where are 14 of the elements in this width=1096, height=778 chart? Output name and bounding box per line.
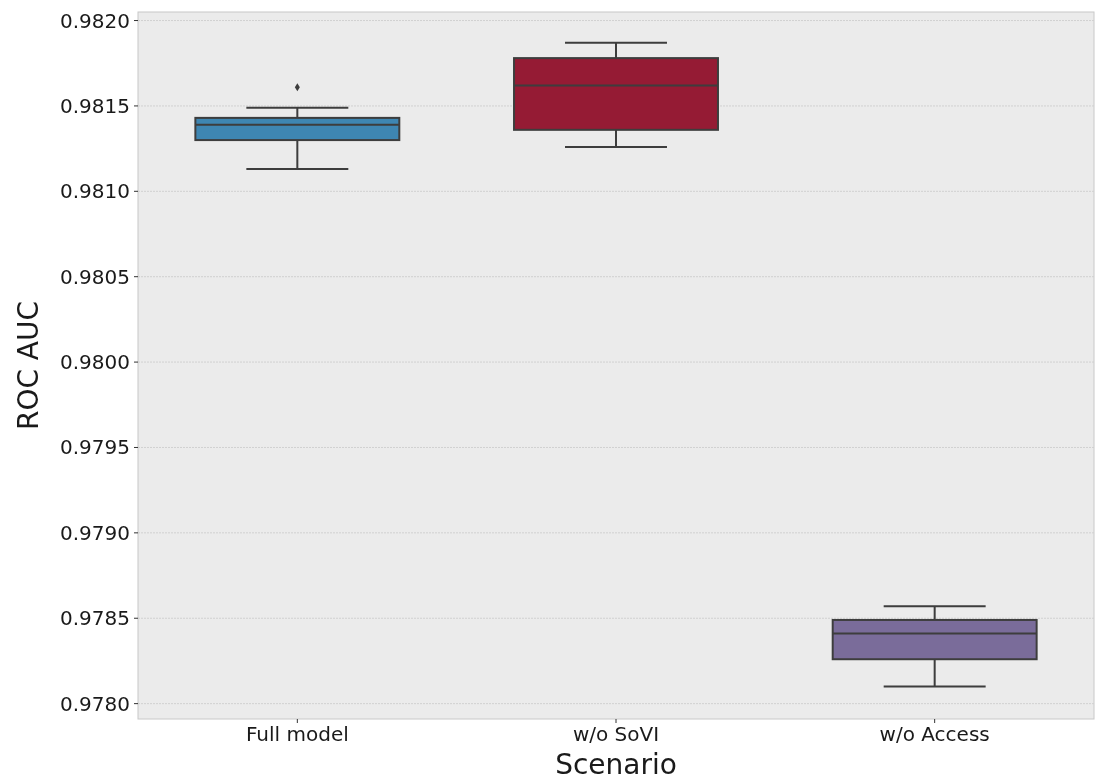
y-tick-label: 0.9805	[60, 264, 130, 289]
y-tick-label: 0.9815	[60, 93, 130, 118]
y-axis-title: ROC AUC	[12, 300, 45, 431]
y-tick-label: 0.9795	[60, 435, 130, 460]
y-tick-label: 0.9785	[60, 606, 130, 631]
y-tick-label: 0.9780	[60, 691, 130, 716]
y-tick-label: 0.9790	[60, 520, 130, 545]
x-tick-label: w/o Access	[879, 722, 990, 746]
y-tick-label: 0.9810	[60, 179, 130, 204]
x-tick-label: w/o SoVI	[572, 722, 660, 746]
y-tick-label: 0.9800	[60, 350, 130, 375]
x-tick-label: Full model	[245, 722, 349, 746]
y-tick-label: 0.9820	[60, 8, 130, 33]
x-axis-title: Scenario	[555, 748, 677, 778]
